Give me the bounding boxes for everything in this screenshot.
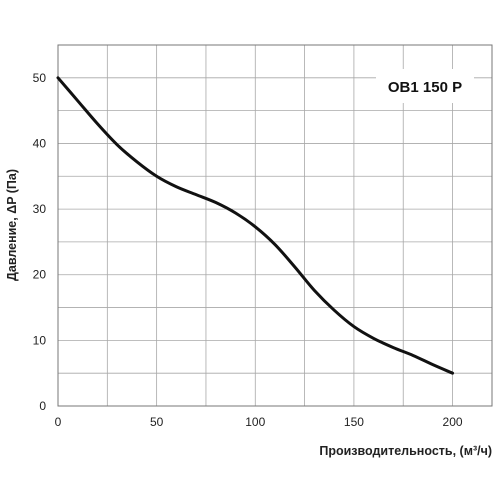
y-axis-title: Давление, ΔP (Па) <box>5 169 19 281</box>
x-tick-label: 200 <box>443 415 463 429</box>
x-tick-label: 0 <box>55 415 62 429</box>
series-line <box>56 76 455 375</box>
y-tick-label: 10 <box>33 333 47 347</box>
x-axis-title: Производительность, (м³/ч) <box>319 444 492 458</box>
x-tick-label: 150 <box>344 415 364 429</box>
x-tick-label: 50 <box>150 415 164 429</box>
legend-series-label: ОВ1 150 Р <box>388 79 462 96</box>
tick-labels: 0 50 100 150 200 0 10 20 30 40 50 <box>33 71 463 429</box>
legend: ОВ1 150 Р <box>376 69 474 103</box>
x-tick-label: 100 <box>245 415 265 429</box>
y-tick-label: 40 <box>33 136 47 150</box>
y-tick-label: 20 <box>33 268 47 282</box>
plot-frame <box>57 44 493 407</box>
y-tick-label: 0 <box>39 399 46 413</box>
legend-box <box>376 69 474 103</box>
y-tick-label: 50 <box>33 71 47 85</box>
series-layer <box>56 76 455 375</box>
y-tick-label: 30 <box>33 202 47 216</box>
